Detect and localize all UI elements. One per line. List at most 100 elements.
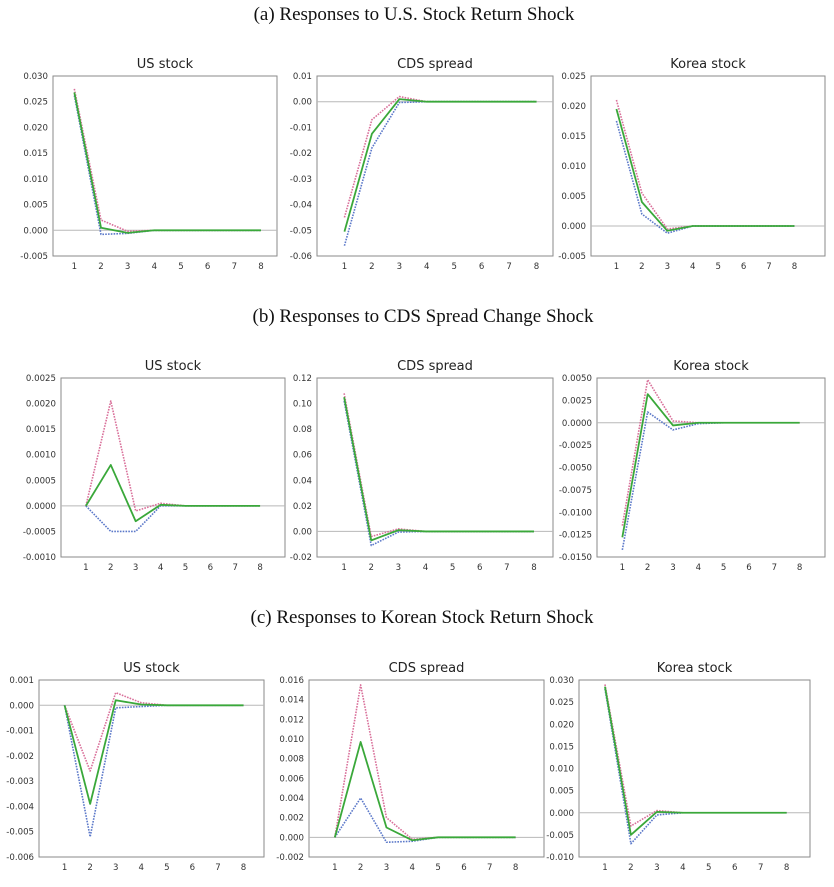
x-tick-label: 8 xyxy=(531,563,536,573)
y-tick-label: 0.000 xyxy=(279,833,304,843)
y-tick-label: 0.010 xyxy=(549,765,574,775)
x-tick-label: 6 xyxy=(741,262,746,272)
x-tick-label: 8 xyxy=(797,563,802,573)
x-tick-label: 2 xyxy=(639,262,644,272)
y-tick-label: 0.0020 xyxy=(26,400,56,410)
y-tick-label: 0.030 xyxy=(549,676,574,686)
y-tick-label: 0.0005 xyxy=(26,476,56,486)
y-tick-label: 0.04 xyxy=(293,476,312,486)
panel-title: US stock xyxy=(145,359,202,374)
plot-frame xyxy=(52,75,278,257)
y-tick-label: 0.014 xyxy=(279,696,304,706)
x-tick-label: 5 xyxy=(435,863,440,873)
y-tick-label: -0.005 xyxy=(6,828,34,838)
y-tick-label: 0.00 xyxy=(293,98,312,108)
y-tick-label: 0.025 xyxy=(561,72,586,82)
series-line-response xyxy=(73,92,261,234)
panel-b-3: Korea stock 0.0050 0.0025 0.0000 -0.0025 -0.0… xyxy=(559,359,826,573)
section-title-c: (c) Responses to Korean Stock Return Sho… xyxy=(251,607,594,628)
panel-b-2: CDS spread 0.12 0.10 0.08 0.06 0.04 0.02 0.00 -0… xyxy=(290,359,554,573)
panel-title: CDS spread xyxy=(397,57,473,72)
panel-title: Korea stock xyxy=(673,359,749,374)
x-tick-label: 6 xyxy=(190,863,195,873)
y-tick-label: 0.016 xyxy=(279,676,304,686)
series-line-response xyxy=(343,397,535,542)
y-tick-label: -0.005 xyxy=(20,252,48,262)
y-tick-label: 0.010 xyxy=(561,162,586,172)
panel-title: Korea stock xyxy=(657,661,733,676)
x-tick-label: 6 xyxy=(732,863,737,873)
plot-frame xyxy=(578,679,811,858)
x-tick-label: 3 xyxy=(384,863,389,873)
section-title-a: (a) Responses to U.S. Stock Return Shock xyxy=(254,4,575,25)
y-tick-label: 0.0000 xyxy=(26,502,56,512)
x-tick-label: 8 xyxy=(784,863,789,873)
y-tick-label: 0.10 xyxy=(293,400,312,410)
series-line-upper xyxy=(621,378,800,526)
y-tick-label: 0.002 xyxy=(279,814,304,824)
section-title-b: (b) Responses to CDS Spread Change Shock xyxy=(253,306,594,327)
x-tick-label: 2 xyxy=(358,863,363,873)
y-tick-label: 0.06 xyxy=(293,451,312,461)
y-tick-label: 0.025 xyxy=(23,98,48,108)
y-tick-label: -0.005 xyxy=(558,252,586,262)
x-tick-label: 5 xyxy=(721,563,726,573)
panel-c-2: CDS spread 0.016 0.014 0.012 0.010 0.008 0.006… xyxy=(276,661,545,873)
series-line-lower xyxy=(85,505,261,533)
x-tick-label: 4 xyxy=(696,563,701,573)
y-tick-label: -0.0005 xyxy=(23,527,56,537)
x-tick-label: 1 xyxy=(72,262,77,272)
series-line-response xyxy=(85,464,261,523)
panel-title: US stock xyxy=(123,661,180,676)
x-tick-label: 1 xyxy=(620,563,625,573)
panel-title: Korea stock xyxy=(670,57,746,72)
y-tick-label: -0.006 xyxy=(6,853,34,863)
x-tick-label: 1 xyxy=(332,863,337,873)
x-tick-label: 6 xyxy=(477,563,482,573)
y-tick-label: 0.005 xyxy=(561,192,586,202)
series-line-lower xyxy=(621,411,800,550)
x-tick-label: 5 xyxy=(183,563,188,573)
panel-a-2: CDS spread 0.01 0.00 -0.01 -0.02 -0.03 -0.04 -0… xyxy=(290,57,554,272)
y-tick-label: 0.00 xyxy=(293,527,312,537)
y-tick-label: -0.01 xyxy=(290,123,312,133)
series-line-upper xyxy=(334,684,516,841)
y-tick-label: 0.025 xyxy=(549,698,574,708)
y-tick-label: -0.005 xyxy=(546,831,574,841)
x-tick-label: 2 xyxy=(98,262,103,272)
y-tick-label: 0.015 xyxy=(23,149,48,159)
y-tick-label: 0.020 xyxy=(23,123,48,133)
x-tick-label: 6 xyxy=(461,863,466,873)
y-tick-label: 0.0010 xyxy=(26,451,56,461)
x-tick-label: 3 xyxy=(397,262,402,272)
x-tick-label: 1 xyxy=(602,863,607,873)
x-tick-label: 1 xyxy=(62,863,67,873)
panels-layer: US stock0.0300.0250.0200.0150.0100.0050.… xyxy=(6,57,826,873)
x-tick-label: 6 xyxy=(208,563,213,573)
y-tick-label: -0.0150 xyxy=(559,553,592,563)
series-line-upper xyxy=(604,684,787,827)
y-tick-label: 0.0015 xyxy=(26,425,56,435)
y-tick-label: 0.005 xyxy=(549,787,574,797)
series-line-lower xyxy=(343,100,537,246)
y-tick-label: -0.0125 xyxy=(559,531,592,541)
y-tick-label: 0.000 xyxy=(9,701,34,711)
series-line-upper xyxy=(615,99,795,230)
plot-frame xyxy=(316,377,554,558)
x-tick-label: 4 xyxy=(423,563,428,573)
x-tick-label: 4 xyxy=(158,563,163,573)
x-tick-label: 4 xyxy=(139,863,144,873)
x-tick-label: 8 xyxy=(241,863,246,873)
panel-a-3: Korea stock 0.025 0.020 0.015 0.010 0.005 0.00… xyxy=(558,57,826,272)
x-tick-label: 4 xyxy=(690,262,695,272)
series-line-response xyxy=(343,98,537,232)
y-tick-label: -0.0010 xyxy=(23,553,56,563)
y-tick-label: -0.02 xyxy=(290,553,312,563)
series-line-upper xyxy=(343,95,537,218)
x-tick-label: 8 xyxy=(258,262,263,272)
y-tick-label: 0.030 xyxy=(23,72,48,82)
plot-frame xyxy=(316,75,554,257)
x-tick-label: 2 xyxy=(628,863,633,873)
y-tick-label: 0.020 xyxy=(549,720,574,730)
y-tick-label: 0.012 xyxy=(279,715,304,725)
